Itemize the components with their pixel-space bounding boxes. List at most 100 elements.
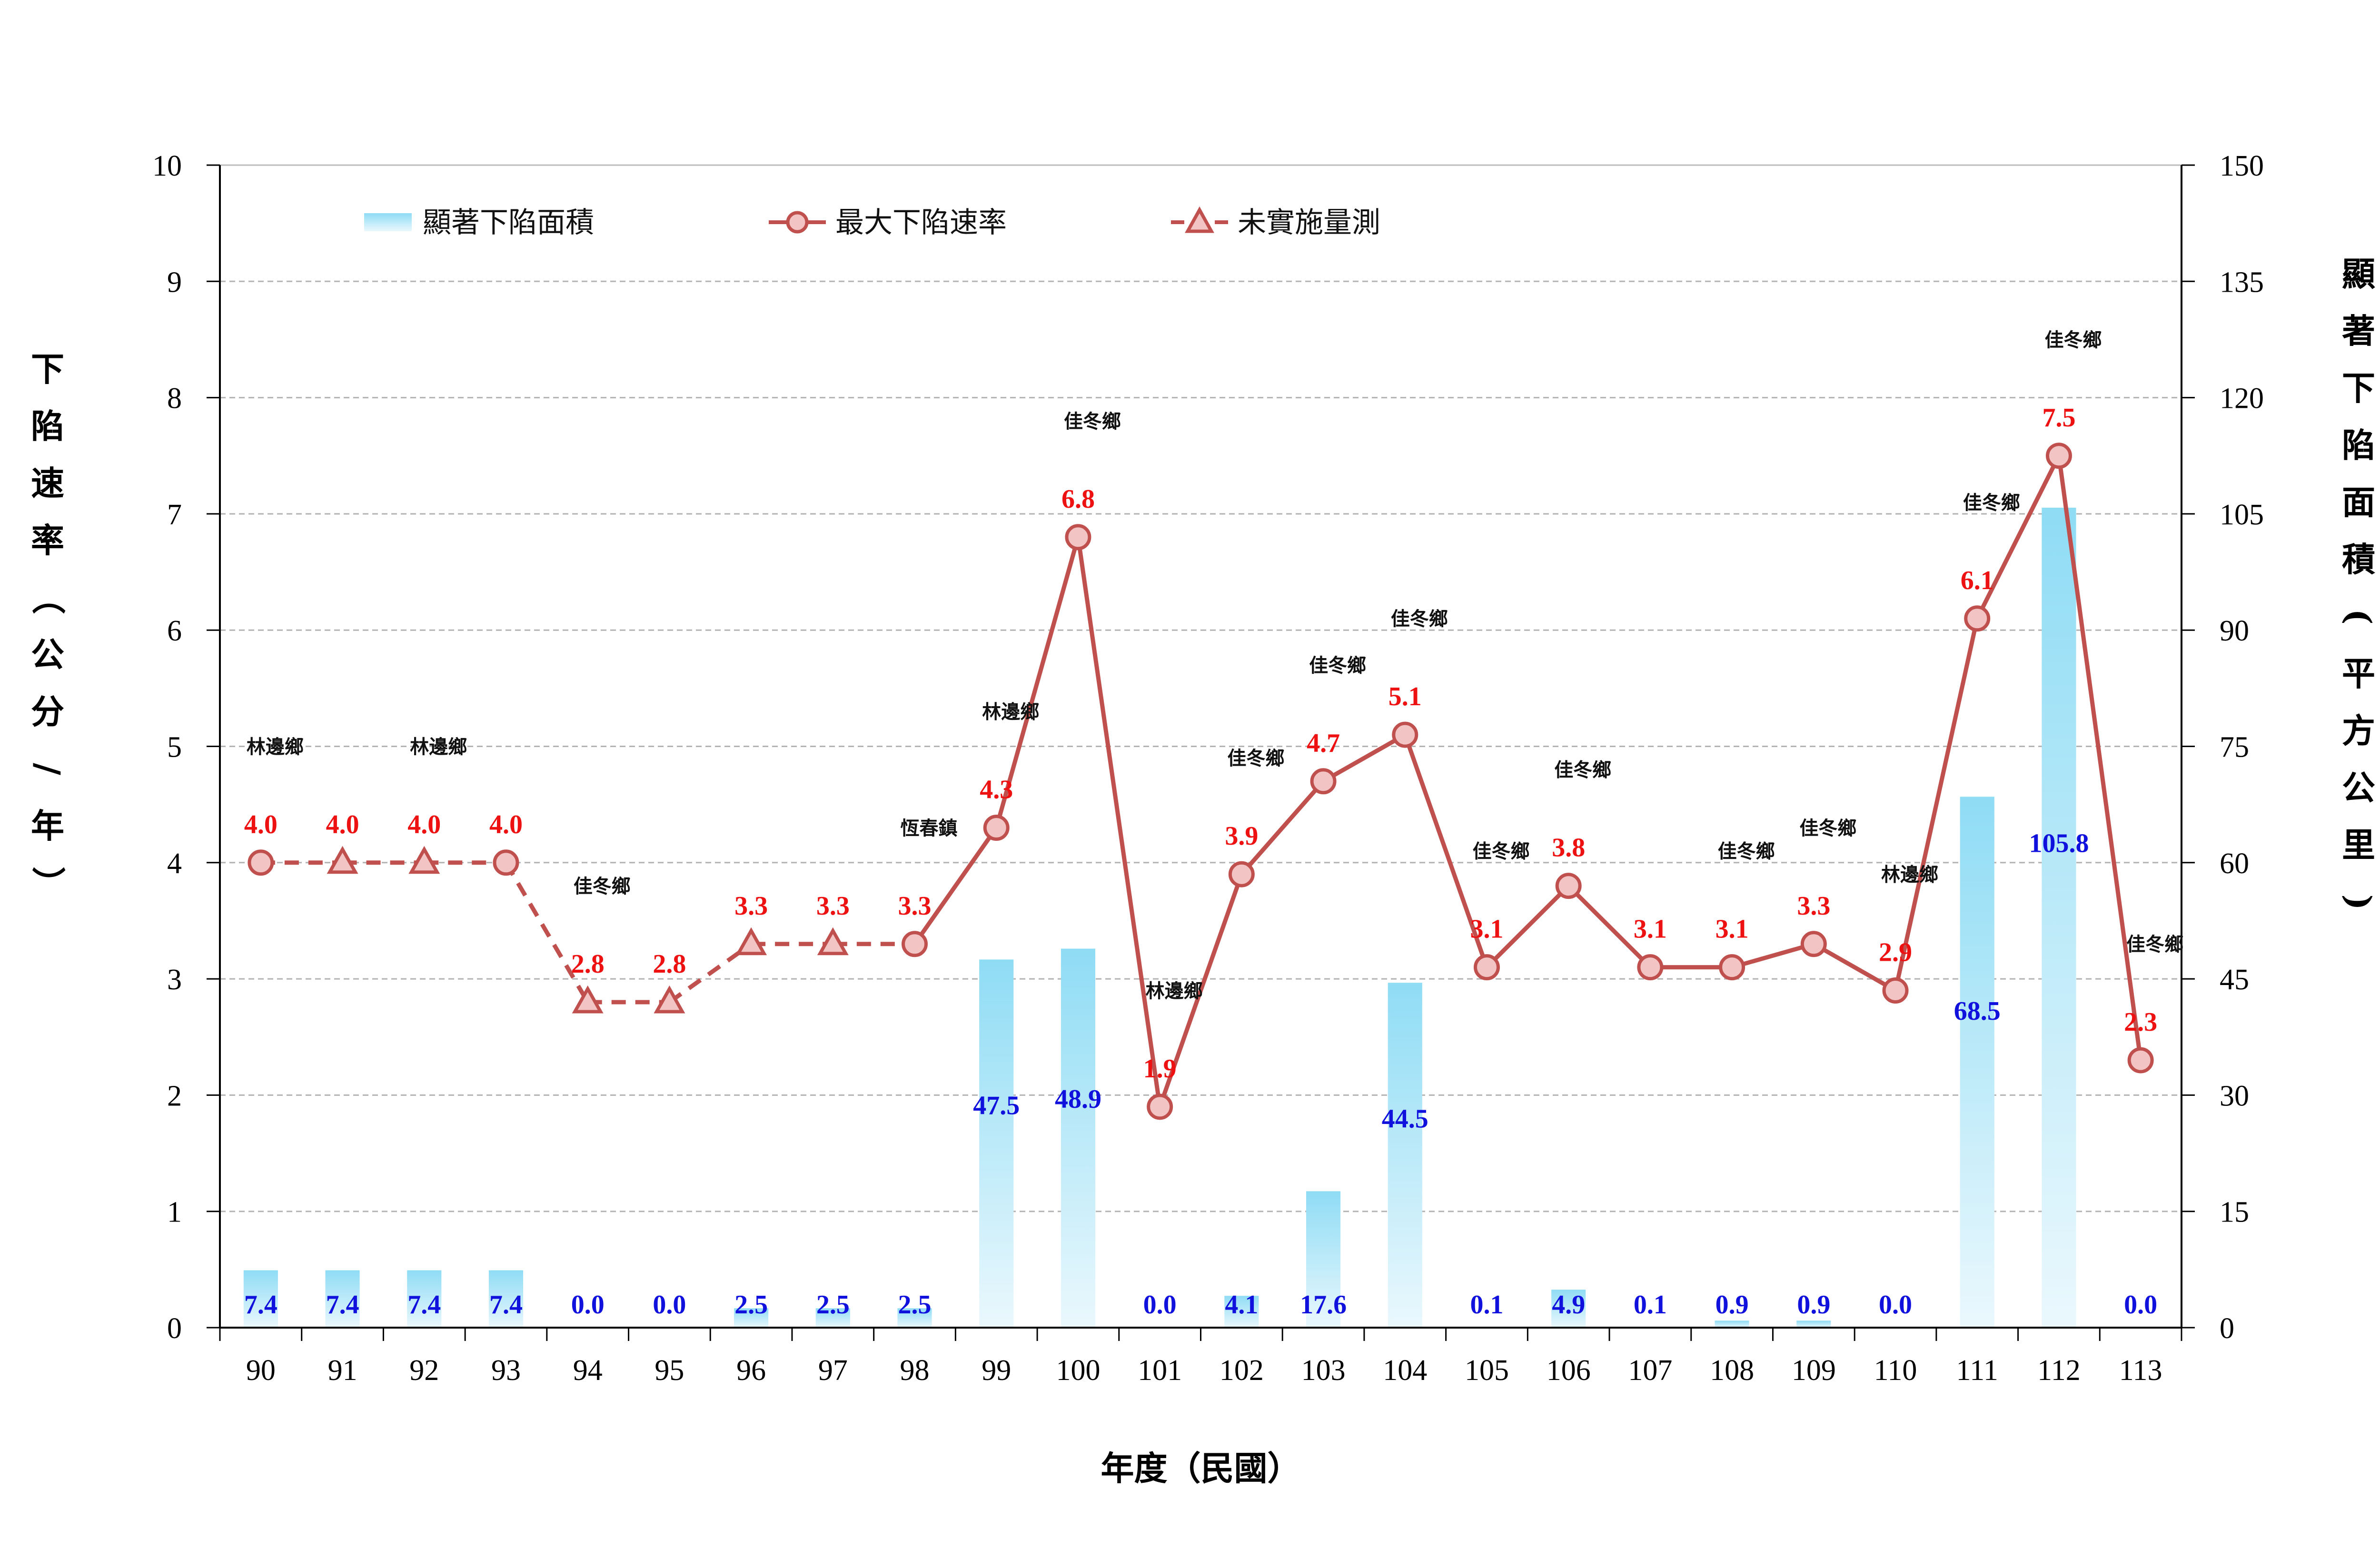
right-axis-title-char: 積: [2342, 540, 2375, 579]
area-bar: [1715, 1320, 1749, 1328]
left-axis-title-char: /: [28, 763, 68, 775]
rate-value-label: 2.9: [1879, 938, 1912, 967]
rate-marker: [1964, 605, 1991, 632]
rate-marker: [493, 849, 519, 876]
right-tick-label: 150: [2220, 150, 2264, 182]
location-label: 佳冬鄉: [1472, 840, 1529, 863]
location-label: 佳冬鄉: [1799, 817, 1856, 839]
right-tick-label: 105: [2220, 499, 2264, 531]
x-tick-label: 105: [1465, 1354, 1509, 1387]
x-tick-label: 106: [1547, 1354, 1591, 1387]
x-tick-label: 95: [654, 1354, 684, 1387]
area-bar: [407, 1270, 442, 1328]
location-label: 佳冬鄉: [1554, 759, 1611, 781]
location-label: 佳冬鄉: [1391, 608, 1448, 630]
rate-line-segment: [504, 861, 590, 1004]
area-value-label: 105.8: [2029, 829, 2089, 858]
left-axis-title-char: 速: [31, 463, 64, 503]
left-tick-label: 3: [167, 964, 182, 996]
legend-unmeasured-marker: [1185, 206, 1214, 233]
area-value-label: 4.9: [1552, 1290, 1585, 1320]
rate-value-label: 3.9: [1225, 821, 1258, 851]
x-tick-label: 92: [409, 1354, 439, 1387]
right-tick-label: 135: [2220, 266, 2264, 298]
area-bar: [1551, 1290, 1586, 1328]
area-bar: [979, 959, 1014, 1328]
location-label: 佳冬鄉: [2126, 933, 2183, 956]
area-value-label: 2.5: [734, 1290, 768, 1320]
area-value-label: 44.5: [1382, 1104, 1428, 1134]
rate-value-label: 4.3: [980, 775, 1013, 805]
area-bar: [1388, 983, 1422, 1328]
x-tick-label: 108: [1710, 1354, 1754, 1387]
unmeasured-marker: [654, 985, 685, 1014]
rate-line-segment: [912, 826, 998, 946]
left-axis-title-char: 陷: [31, 406, 64, 446]
rate-line-segment: [1485, 884, 1570, 969]
x-tick-label: 103: [1301, 1354, 1346, 1387]
right-tick-label: 60: [2220, 847, 2249, 880]
rate-marker: [902, 931, 928, 957]
rate-value-label: 4.0: [489, 810, 523, 839]
rate-value-label: 2.3: [2124, 1007, 2157, 1037]
area-value-label: 0.0: [1143, 1290, 1177, 1320]
x-tick-label: 99: [982, 1354, 1011, 1387]
area-value-label: 0.0: [571, 1290, 605, 1320]
left-tick-label: 7: [167, 499, 182, 531]
rate-value-label: 3.3: [734, 891, 768, 921]
rate-marker: [2045, 443, 2072, 469]
x-tick-label: 112: [2037, 1354, 2081, 1387]
right-tick-label: 30: [2220, 1080, 2249, 1112]
left-axis-title-char: 分: [31, 692, 64, 731]
rate-value-label: 3.3: [1797, 891, 1830, 921]
left-axis-title-char: 公: [31, 635, 64, 674]
rate-value-label: 4.0: [407, 810, 441, 839]
rate-value-label: 3.1: [1470, 915, 1503, 944]
location-label: 恆春鎮: [901, 817, 958, 839]
area-value-label: 2.5: [898, 1290, 932, 1320]
rate-line-segment: [994, 536, 1081, 828]
location-label: 林邊鄉: [410, 736, 467, 758]
rate-marker: [1228, 861, 1255, 887]
left-axis-title-char: （: [28, 581, 68, 614]
legend-area-swatch: [364, 213, 412, 231]
rate-line-segment: [1975, 454, 2061, 620]
left-tick-label: 9: [167, 266, 182, 298]
rate-line-segment: [1240, 779, 1325, 876]
location-label: 佳冬鄉: [2044, 329, 2102, 351]
area-value-label: 0.9: [1716, 1290, 1749, 1320]
rate-marker: [1882, 977, 1909, 1004]
right-axis-title-char: ): [2339, 894, 2379, 910]
rate-value-label: 5.1: [1388, 682, 1422, 711]
x-tick-label: 97: [818, 1354, 848, 1387]
rate-marker: [1637, 954, 1664, 981]
rate-value-label: 3.1: [1634, 915, 1667, 944]
area-value-label: 4.1: [1225, 1290, 1258, 1320]
area-bar: [1960, 797, 1994, 1328]
unmeasured-marker: [327, 846, 358, 874]
rate-marker: [1392, 721, 1418, 748]
left-tick-label: 8: [167, 383, 182, 415]
legend-rate-marker: [786, 211, 809, 234]
rate-value-label: 7.5: [2042, 403, 2075, 433]
rate-marker: [1719, 954, 1745, 981]
area-value-label: 0.0: [1879, 1290, 1912, 1320]
area-value-label: 0.1: [1470, 1290, 1503, 1320]
rate-marker: [2127, 1047, 2154, 1074]
x-tick-label: 93: [491, 1354, 521, 1387]
x-tick-label: 91: [328, 1354, 357, 1387]
area-value-label: 47.5: [973, 1091, 1020, 1120]
area-bar: [2042, 507, 2076, 1328]
rate-line-segment: [1076, 537, 1162, 1107]
left-axis-title-char: 下: [31, 349, 64, 389]
rate-value-label: 3.8: [1552, 833, 1585, 863]
rate-line-segment: [1158, 873, 1244, 1108]
left-axis-title-char: 率: [31, 521, 64, 560]
right-axis-title-char: 顯: [2342, 254, 2375, 294]
rate-value-label: 2.8: [571, 949, 605, 979]
area-bar: [1224, 1296, 1259, 1328]
legend-unmeasured-label: 未實施量測: [1238, 206, 1380, 239]
rate-marker: [1147, 1094, 1173, 1120]
area-bar: [488, 1270, 524, 1328]
